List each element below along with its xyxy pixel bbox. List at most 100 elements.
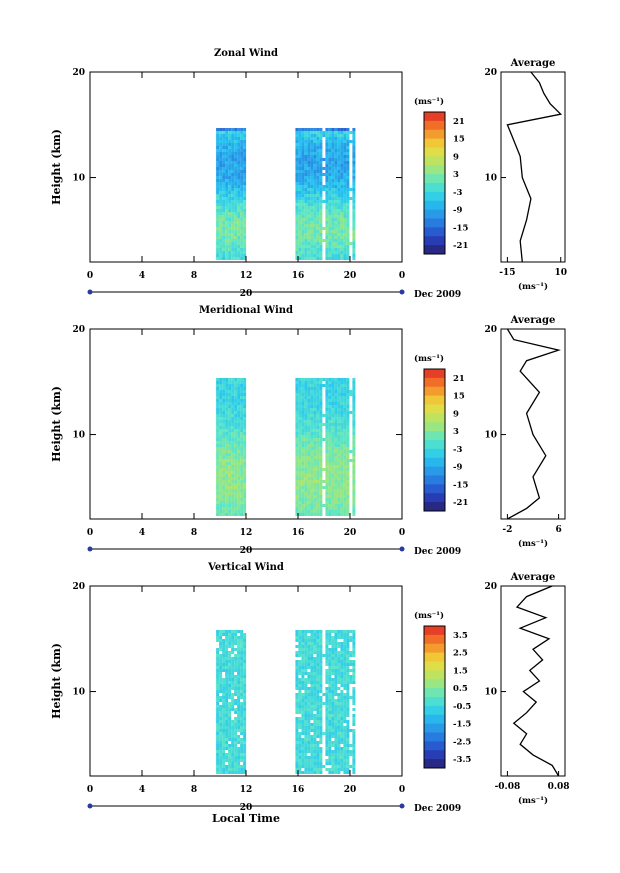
heatmap-cell	[225, 714, 229, 717]
heatmap-cell	[219, 429, 223, 432]
heatmap-cell	[234, 233, 238, 236]
heatmap-cell	[216, 483, 220, 486]
heatmap-cell	[334, 438, 338, 441]
heatmap-cell	[219, 750, 223, 753]
heatmap-cell	[222, 492, 226, 495]
heatmap-cell	[343, 735, 347, 738]
heatmap-cell	[228, 242, 232, 245]
heatmap-cell	[343, 462, 347, 465]
heatmap-cell	[222, 245, 226, 248]
heatmap-cell	[216, 459, 220, 462]
heatmap-cell	[310, 155, 314, 158]
heatmap-cell	[313, 378, 317, 381]
heatmap-cell	[298, 161, 302, 164]
heatmap-cell	[340, 513, 344, 516]
heatmap-cell	[328, 242, 332, 245]
heatmap-cell	[325, 711, 329, 714]
heatmap-cell	[319, 218, 323, 221]
heatmap-cell	[243, 161, 247, 164]
heatmap-cell	[219, 209, 223, 212]
heatmap-cell	[225, 675, 229, 678]
heatmap-cell	[295, 221, 299, 224]
heatmap-cell	[228, 756, 232, 759]
heatmap-cell	[343, 642, 347, 645]
heatmap-cell	[228, 432, 232, 435]
heatmap-cell	[337, 501, 341, 504]
heatmap-cell	[349, 744, 353, 747]
date-bar-month: Dec 2009	[414, 804, 461, 814]
heatmap-cell	[301, 230, 305, 233]
heatmap-cell	[240, 636, 244, 639]
heatmap-cell	[352, 693, 356, 696]
heatmap-cell	[316, 197, 320, 200]
heatmap-cell	[301, 747, 305, 750]
heatmap-cell	[304, 167, 308, 170]
heatmap-cell	[240, 669, 244, 672]
heatmap-cell	[234, 684, 238, 687]
heatmap-cell	[237, 378, 241, 381]
heatmap-cell	[343, 239, 347, 242]
heatmap-cell	[243, 239, 247, 242]
heatmap-cell	[222, 242, 226, 245]
heatmap-cell	[222, 146, 226, 149]
heatmap-cell	[310, 495, 314, 498]
heatmap-cell	[316, 501, 320, 504]
heatmap-cell	[334, 393, 338, 396]
heatmap-cell	[328, 735, 332, 738]
heatmap-cell	[352, 765, 356, 768]
heatmap-cell	[352, 732, 356, 735]
x-tick-label: 20	[344, 528, 357, 538]
heatmap-cell	[234, 633, 238, 636]
heatmap-cell	[222, 753, 226, 756]
heatmap-cell	[231, 197, 235, 200]
heatmap-cell	[231, 164, 235, 167]
heatmap-cell	[352, 456, 356, 459]
heatmap-cell	[346, 179, 350, 182]
heatmap-cell	[313, 149, 317, 152]
heatmap-cell	[240, 765, 244, 768]
heatmap-cell	[337, 173, 341, 176]
heatmap-cell	[298, 468, 302, 471]
heatmap-cell	[316, 702, 320, 705]
heatmap-cell	[243, 173, 247, 176]
heatmap-cell	[307, 438, 311, 441]
heatmap-cell	[237, 197, 241, 200]
heatmap-cell	[331, 642, 335, 645]
heatmap-cell	[225, 741, 229, 744]
heatmap-cell	[346, 750, 350, 753]
heatmap-cell	[319, 435, 323, 438]
heatmap-cell	[334, 768, 338, 771]
heatmap-cell	[328, 134, 332, 137]
average-frame	[500, 71, 566, 263]
heatmap-cell	[222, 747, 226, 750]
heatmap-cell	[352, 185, 356, 188]
heatmap-cell	[234, 245, 238, 248]
heatmap-cell	[216, 471, 220, 474]
heatmap-cell	[307, 510, 311, 513]
heatmap-cell	[316, 426, 320, 429]
heatmap-cell	[346, 480, 350, 483]
heatmap-cell	[319, 663, 323, 666]
heatmap-cell	[243, 702, 247, 705]
heatmap-cell	[216, 726, 220, 729]
heatmap-cell	[304, 738, 308, 741]
heatmap-cell	[316, 143, 320, 146]
heatmap-cell	[298, 378, 302, 381]
heatmap-cell	[325, 432, 329, 435]
heatmap-cell	[304, 642, 308, 645]
heatmap-cell	[337, 651, 341, 654]
heatmap-cell	[313, 194, 317, 197]
colorbar-tick-label: 0.5	[453, 684, 468, 694]
heatmap-cell	[343, 708, 347, 711]
x-tick-label: 0	[399, 528, 405, 538]
heatmap-cell	[313, 435, 317, 438]
heatmap-cell	[231, 128, 235, 131]
heatmap-cell	[237, 672, 241, 675]
heatmap-cell	[243, 257, 247, 260]
heatmap-cell	[304, 435, 308, 438]
heatmap-cell	[337, 687, 341, 690]
heatmap-cell	[349, 393, 353, 396]
heatmap-cell	[307, 738, 311, 741]
heatmap-cell	[307, 513, 311, 516]
heatmap-cell	[346, 465, 350, 468]
